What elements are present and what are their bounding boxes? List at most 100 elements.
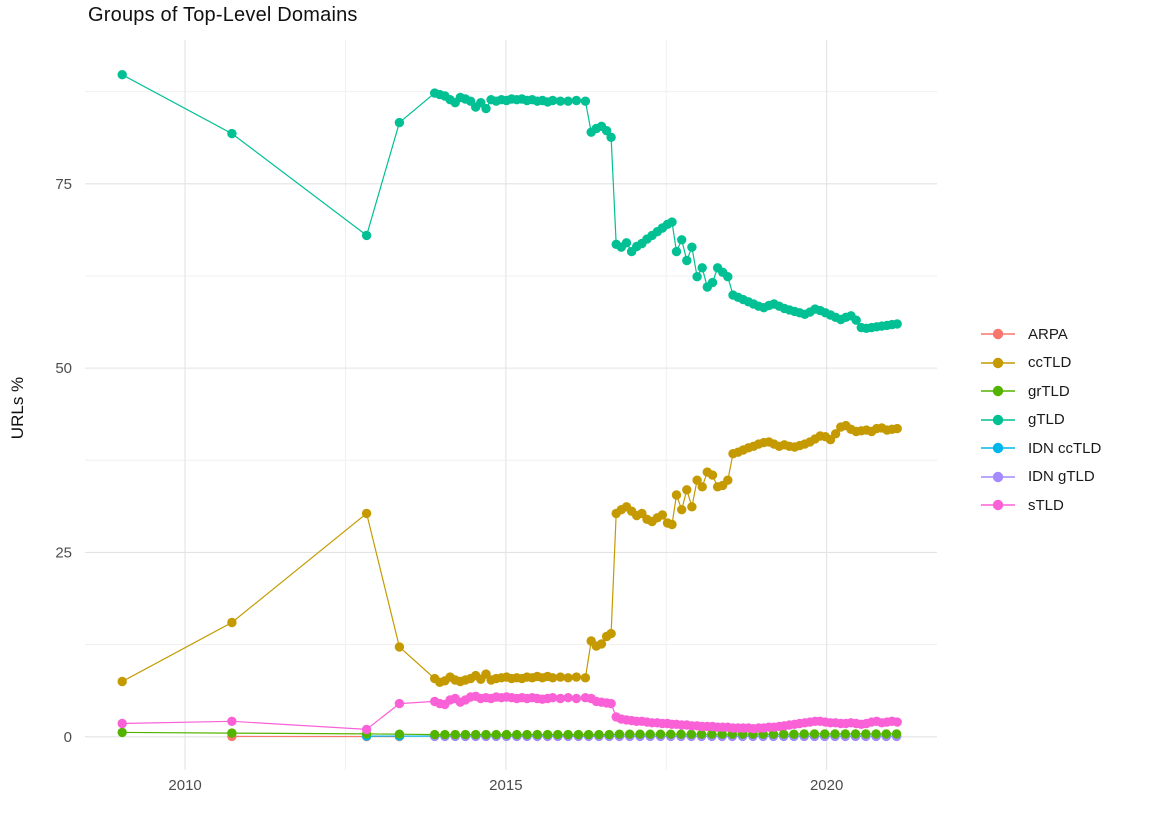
data-point [723,272,733,282]
data-point [227,716,237,726]
data-point [394,117,405,128]
data-point [723,475,733,485]
data-point [692,272,702,282]
data-point [227,617,237,628]
data-point [548,95,558,106]
data-point [548,673,558,683]
legend-label: sTLD [1028,496,1064,514]
y-tick-label: 75 [55,176,72,193]
data-point [606,698,616,709]
legend-label: gTLD [1028,411,1065,429]
data-point [563,693,573,703]
data-point [614,729,625,739]
data-point [707,277,718,288]
data-point [625,729,635,739]
legend-key-icon [981,500,1015,511]
data-point [820,729,830,739]
data-point [871,729,881,739]
data-point [606,132,616,142]
data-point [227,128,237,139]
data-point [635,729,645,739]
data-point [677,235,687,245]
y-tick-label: 50 [55,360,72,377]
data-point [687,502,697,512]
data-point [682,255,692,266]
data-point [555,96,566,106]
data-point [655,729,666,739]
data-point [840,729,850,739]
data-point [891,729,902,739]
data-point [671,246,682,257]
data-point [697,482,707,492]
data-point [830,429,841,439]
data-point [542,729,553,740]
data-point [430,729,440,740]
data-point [471,729,481,740]
minor-gridlines [85,40,937,770]
legend-item-ccTLD: ccTLD [980,349,1101,378]
data-point [573,729,584,740]
data-point [768,729,779,739]
x-tick-label: 2015 [489,777,522,794]
data-point [892,717,902,727]
data-point [799,729,809,739]
legend-item-sTLD: sTLD [980,491,1101,520]
x-axis-tick-labels: 2010 2015 2020 [168,777,843,794]
legend-key-icon [981,386,1015,397]
data-point [851,315,861,325]
data-point [361,724,372,735]
data-point [563,96,573,106]
data-point [789,729,799,739]
data-point [522,729,532,740]
y-tick-label: 25 [55,544,72,561]
data-point [555,693,566,704]
legend-label: grTLD [1028,382,1070,400]
data-point [809,729,820,739]
data-point [692,475,702,485]
data-point [892,319,902,329]
data-point [687,242,697,252]
data-point [571,693,582,704]
series-gTLD-line [121,74,898,329]
legend-item-IDN-ccTLD: IDN ccTLD [980,434,1101,463]
data-point [601,126,612,136]
data-point [394,642,405,652]
legend-label: ccTLD [1028,354,1072,372]
y-axis-tick-labels: 0 25 50 75 [55,176,72,746]
legend-key-icon [981,357,1015,368]
data-point [580,96,591,106]
data-point [394,729,405,739]
data-point [580,673,591,683]
data-point [481,729,491,740]
data-point [117,676,127,687]
series-sTLD-points [117,691,902,735]
data-point [830,729,840,739]
data-point [861,729,871,739]
data-point [548,693,558,703]
data-point [707,470,718,480]
data-point [440,729,450,740]
data-point [394,698,405,709]
legend-item-grTLD: grTLD [980,377,1101,406]
data-point [606,628,616,639]
data-point [555,672,566,682]
data-point [563,729,573,740]
data-point [361,508,372,519]
data-point [677,505,687,515]
data-point [553,729,563,740]
data-point [481,103,491,114]
data-point [667,217,677,227]
data-point [604,729,614,740]
data-point [682,485,692,495]
data-point [657,510,668,520]
series-ccTLD-points [117,420,902,687]
data-point [667,519,677,530]
legend-item-ARPA: ARPA [980,320,1101,349]
data-point [594,729,604,740]
data-point [892,423,902,434]
legend-label: ARPA [1028,325,1068,343]
legend-item-gTLD: gTLD [980,406,1101,435]
data-point [666,729,676,739]
data-point [571,672,582,682]
data-point [460,729,471,740]
